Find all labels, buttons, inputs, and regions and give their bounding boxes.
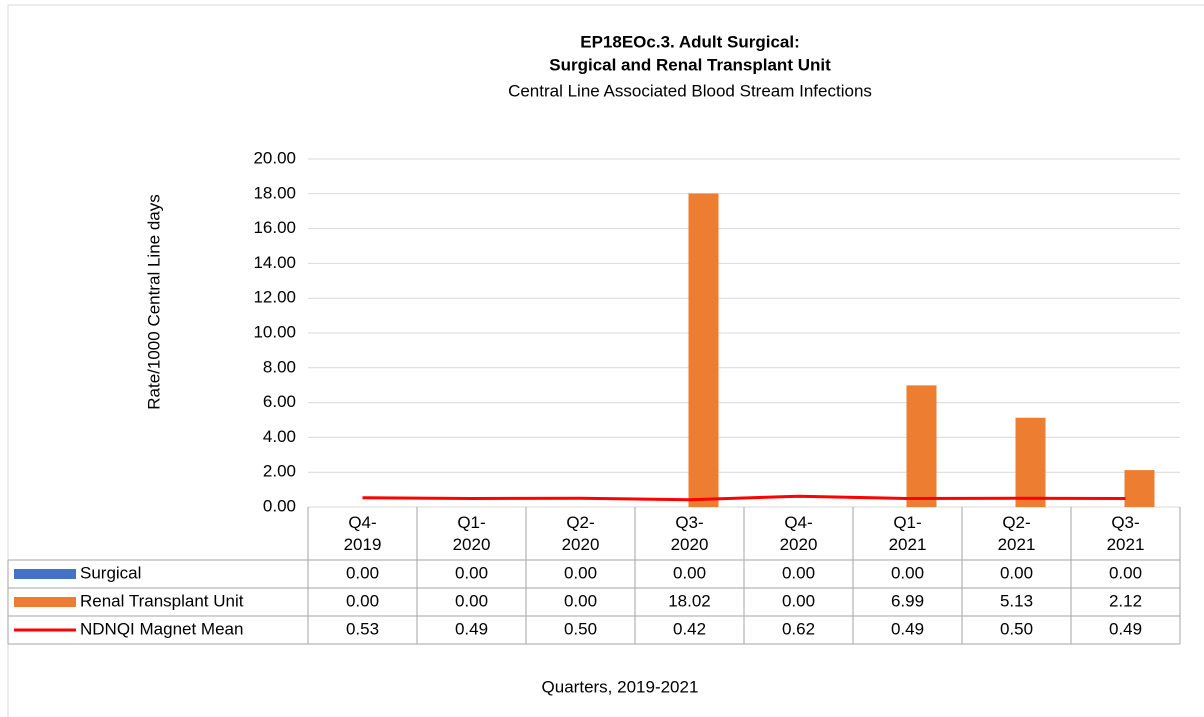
- table-value: 0.50: [1000, 619, 1033, 638]
- x-tick-label: Q1-2020: [453, 513, 491, 554]
- table-value: 6.99: [891, 591, 924, 610]
- x-tick-label: Q2-2021: [998, 513, 1036, 554]
- table-value: 2.12: [1109, 591, 1142, 610]
- y-tick-label: 18.00: [253, 183, 296, 202]
- chart-subtitle: Central Line Associated Blood Stream Inf…: [508, 81, 872, 100]
- table-value: 18.02: [668, 591, 711, 610]
- table-value: 0.00: [564, 563, 597, 582]
- table-value: 0.00: [1109, 563, 1142, 582]
- bar: [1015, 417, 1046, 507]
- table-value: 0.00: [455, 563, 488, 582]
- table-value: 0.49: [1109, 619, 1142, 638]
- table-value: 0.00: [455, 591, 488, 610]
- x-tick-label: Q3-2021: [1107, 513, 1145, 554]
- chart-frame: [7, 4, 1204, 717]
- x-tick-label: Q1-2021: [889, 513, 927, 554]
- legend-label: Surgical: [80, 563, 141, 582]
- table-value: 0.49: [455, 619, 488, 638]
- legend-label: Renal Transplant Unit: [80, 591, 244, 610]
- x-axis-label: Quarters, 2019-2021: [542, 677, 699, 696]
- line: [362, 494, 1126, 502]
- bar: [1124, 470, 1155, 507]
- chart-title: Surgical and Renal Transplant Unit: [549, 55, 831, 74]
- y-tick-label: 16.00: [253, 218, 296, 237]
- legend-key: [14, 569, 76, 579]
- legend-key: [14, 597, 76, 607]
- table-value: 0.00: [782, 563, 815, 582]
- y-tick-label: 0.00: [263, 496, 296, 515]
- chart-title: EP18EOc.3. Adult Surgical:: [580, 32, 800, 51]
- y-tick-label: 14.00: [253, 253, 296, 272]
- y-tick-label: 20.00: [253, 148, 296, 167]
- table-value: 0.00: [564, 591, 597, 610]
- table-value: 0.00: [346, 591, 379, 610]
- y-tick-label: 6.00: [263, 392, 296, 411]
- x-tick-label: Q4-2019: [344, 513, 382, 554]
- y-tick-label: 12.00: [253, 288, 296, 307]
- table-value: 0.00: [782, 591, 815, 610]
- bar: [906, 385, 937, 507]
- legend-label: NDNQI Magnet Mean: [80, 619, 243, 638]
- table-value: 0.50: [564, 619, 597, 638]
- y-tick-label: 8.00: [263, 357, 296, 376]
- table-value: 0.00: [891, 563, 924, 582]
- table-value: 0.62: [782, 619, 815, 638]
- table-value: 0.00: [346, 563, 379, 582]
- y-tick-label: 4.00: [263, 427, 296, 446]
- x-tick-label: Q3-2020: [671, 513, 709, 554]
- x-tick-label: Q4-2020: [780, 513, 818, 554]
- bar: [688, 193, 719, 507]
- table-value: 0.49: [891, 619, 924, 638]
- x-tick-label: Q2-2020: [562, 513, 600, 554]
- table-value: 0.42: [673, 619, 706, 638]
- y-tick-label: 10.00: [253, 322, 296, 341]
- y-tick-label: 2.00: [263, 462, 296, 481]
- table-value: 0.00: [1000, 563, 1033, 582]
- y-axis-label: Rate/1000 Central Line days: [144, 194, 163, 409]
- table-value: 5.13: [1000, 591, 1033, 610]
- table-value: 0.00: [673, 563, 706, 582]
- table-value: 0.53: [346, 619, 379, 638]
